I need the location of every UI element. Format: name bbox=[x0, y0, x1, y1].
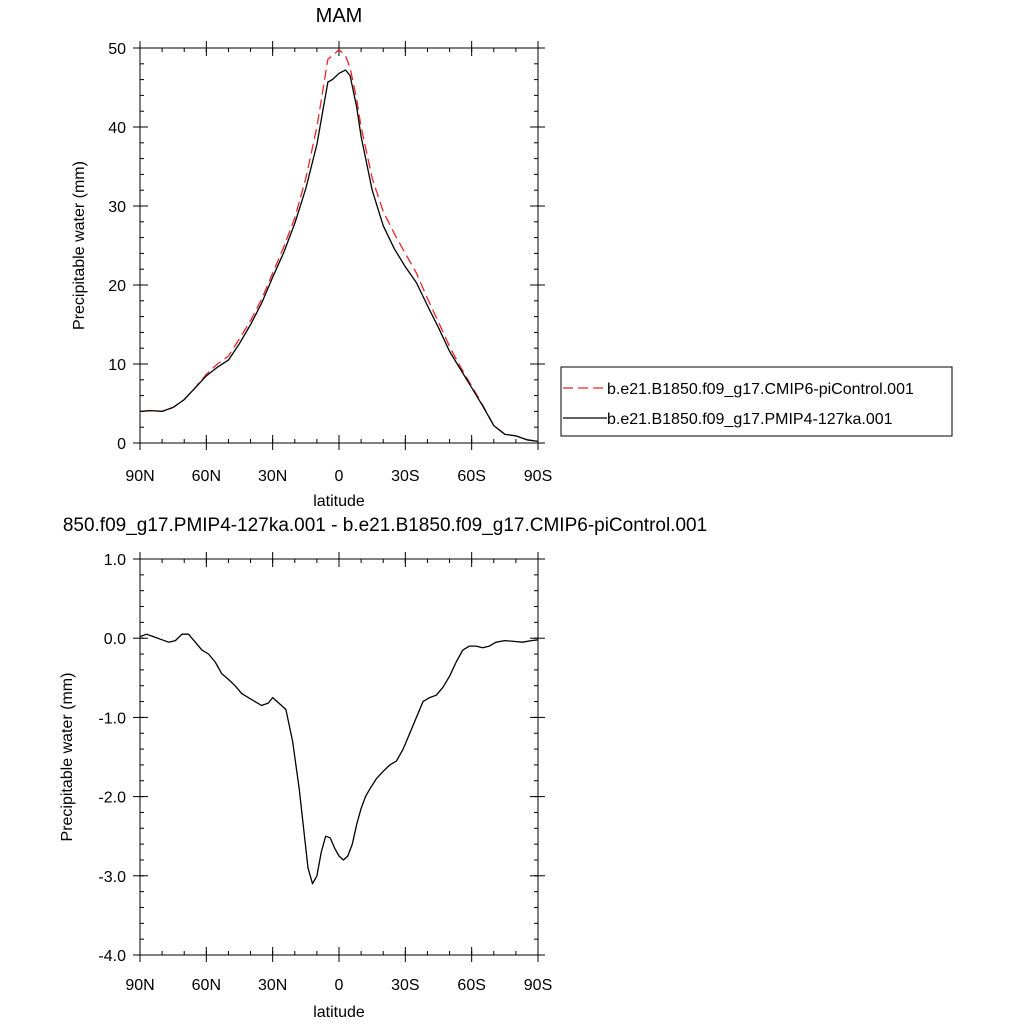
y-tick-label: -2.0 bbox=[98, 790, 126, 807]
y-tick-label: 0 bbox=[117, 436, 126, 453]
series-line bbox=[139, 633, 539, 885]
legend: b.e21.B1850.f09_g17.CMIP6-piControl.001b… bbox=[560, 366, 953, 437]
y-tick-label: 10 bbox=[108, 357, 126, 374]
x-tick-label: 0 bbox=[335, 468, 344, 485]
y-tick-label: -4.0 bbox=[98, 948, 126, 965]
legend-box bbox=[560, 366, 953, 437]
x-tick-label: 90S bbox=[524, 977, 552, 994]
x-tick-label: 30S bbox=[391, 977, 419, 994]
x-axis-label: latitude bbox=[313, 493, 365, 510]
y-axis-label: Precipitable water (mm) bbox=[59, 673, 76, 842]
x-tick-label: 30S bbox=[391, 468, 419, 485]
plot-frame bbox=[139, 558, 539, 956]
top-panel: MAM 90N 60N 30N 0 30S 60S 90S 0 10 20 30 40 50 latitud… bbox=[71, 5, 552, 510]
x-tick-label: 90N bbox=[125, 977, 154, 994]
x-tick-label: 60S bbox=[457, 468, 485, 485]
y-tick-label: 0.0 bbox=[104, 631, 126, 648]
y-tick-label: 30 bbox=[108, 199, 126, 216]
y-tick-label: 40 bbox=[108, 120, 126, 137]
y-tick-label: -3.0 bbox=[98, 869, 126, 886]
y-tick-label: 20 bbox=[108, 278, 126, 295]
y-tick-label: 50 bbox=[108, 41, 126, 58]
x-tick-label: 0 bbox=[335, 977, 344, 994]
x-axis-label: latitude bbox=[313, 1004, 365, 1021]
bottom-panel: 850.f09_g17.PMIP4-127ka.001 - b.e21.B185… bbox=[59, 515, 707, 1021]
x-tick-label: 60S bbox=[457, 977, 485, 994]
x-tick-label: 30N bbox=[258, 468, 287, 485]
series-line bbox=[139, 48, 539, 443]
x-tick-label: 90S bbox=[524, 468, 552, 485]
x-tick-label: 60N bbox=[192, 468, 221, 485]
chart-title: MAM bbox=[316, 5, 363, 27]
legend-label: b.e21.B1850.f09_g17.PMIP4-127ka.001 bbox=[607, 411, 893, 428]
x-tick-label: 90N bbox=[125, 468, 154, 485]
x-tick-label: 30N bbox=[258, 977, 287, 994]
series-line bbox=[139, 69, 539, 443]
legend-label: b.e21.B1850.f09_g17.CMIP6-piControl.001 bbox=[607, 381, 914, 398]
chart-title: 850.f09_g17.PMIP4-127ka.001 - b.e21.B185… bbox=[63, 515, 707, 536]
y-tick-label: -1.0 bbox=[98, 710, 126, 727]
y-tick-label: 1.0 bbox=[104, 552, 126, 569]
x-tick-label: 60N bbox=[192, 977, 221, 994]
y-axis-label: Precipitable water (mm) bbox=[71, 161, 88, 330]
